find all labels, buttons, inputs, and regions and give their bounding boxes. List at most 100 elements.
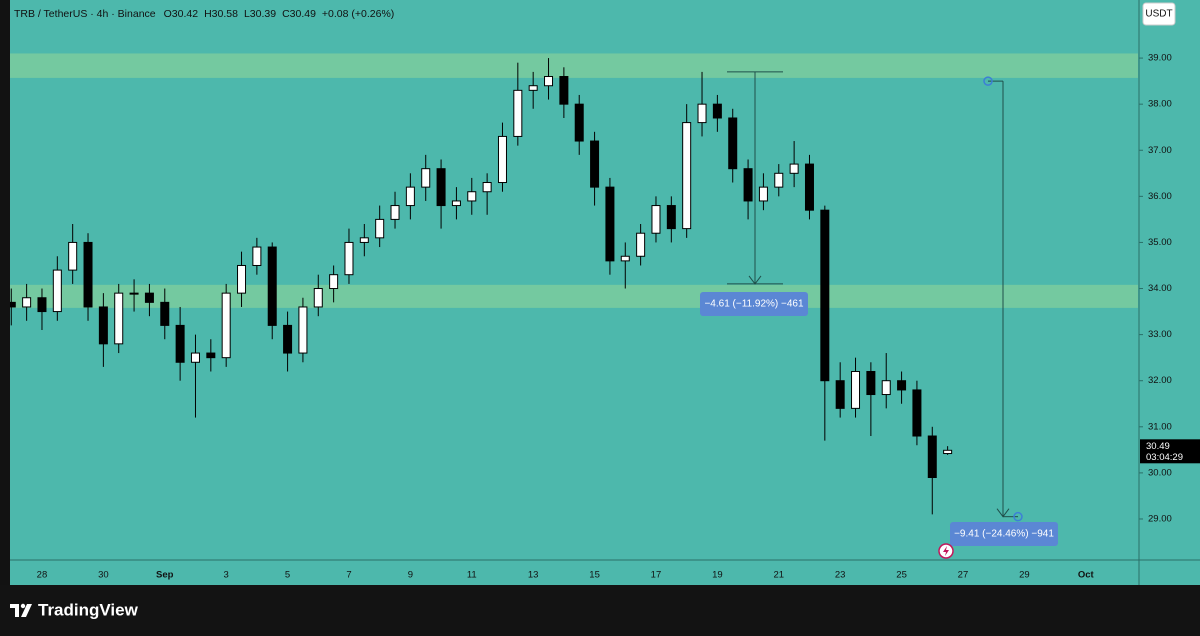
candle-body [743,168,753,202]
y-tick-label: 29.00 [1148,513,1172,524]
ohlc-label: L30.39 [244,8,276,20]
candle-body [943,449,953,455]
candle-body [897,380,907,391]
symbol-title: TRB / TetherUS · 4h · Binance [14,8,156,20]
candle-body [682,122,692,230]
candle-body [405,186,415,207]
candle-body [421,168,431,188]
x-tick-label: 3 [224,570,229,581]
candle-body [912,389,922,437]
candle-body [22,297,32,308]
candle-body [359,237,369,243]
candle-body [98,306,108,345]
candle-body [851,370,861,409]
countdown-label: 03:04:29 [1146,452,1183,463]
measure-label-box [950,522,1058,546]
x-tick-label: 25 [896,570,907,581]
brand-name: TradingView [38,600,139,619]
x-tick-label: 7 [346,570,351,581]
candle-body [758,186,768,202]
measure-label: −4.61 (−11.92%) −461 [704,299,803,310]
plot-area [10,53,1138,515]
y-tick-label: 30.00 [1148,467,1172,478]
currency-label[interactable]: USDT [1145,9,1172,20]
candle-body [528,85,538,91]
x-tick-label: 15 [589,570,600,581]
x-tick-label: Sep [156,570,174,581]
measure-arrow [748,275,762,285]
tradingview-logo [10,603,32,617]
candle-body [344,241,354,276]
x-tick-label: 23 [835,570,846,581]
candle-body [666,205,676,230]
y-tick-label: 34.00 [1148,283,1172,294]
candle-body [237,264,247,294]
candle-body [267,246,277,326]
candle-body [129,292,139,295]
measure-handle [983,76,993,86]
ohlc-label: C30.49 [282,8,316,20]
event-icon-bolt [943,546,949,556]
candle-body [866,370,876,396]
footer [0,585,1200,636]
candle-body [712,103,722,119]
currency-button[interactable] [1142,2,1176,26]
candle-body [252,246,262,266]
candle-body [436,168,446,207]
ohlc-label: H30.58 [204,8,238,20]
measure-label: −9.41 (−24.46%) −941 [954,529,1054,540]
candle-body [83,241,93,308]
candle-body [774,172,784,188]
measure-arrow [996,508,1010,518]
candle-body [927,435,937,478]
candle-body [881,380,891,396]
candle-body [804,163,814,211]
x-tick-label: 27 [958,570,969,581]
candle-body [10,301,16,308]
change-label: +0.08 (+0.26%) [322,8,394,20]
candle-body [52,269,62,313]
candle-body [620,255,630,262]
x-tick-label: 19 [712,570,723,581]
x-tick-label: 28 [37,570,48,581]
x-tick-label: 9 [408,570,413,581]
y-tick-label: 32.00 [1148,375,1172,386]
zone [10,284,1138,308]
candle-body [605,186,615,262]
candle-body [513,89,523,137]
candle-body [574,103,584,142]
last-price-label: 30.49 [1146,441,1170,452]
candle-body [835,380,845,409]
overlay: −4.61 (−11.92%) −461 −9.41 (−24.46%) −941 [700,71,1058,559]
candle-body [37,297,47,313]
y-tick-label: 35.00 [1148,237,1172,248]
candle-body [221,292,231,359]
y-tick-label: 38.00 [1148,99,1172,110]
candle-body [544,76,554,87]
candle-body [190,352,200,363]
x-tick-label: 29 [1019,570,1030,581]
candle-body [283,324,293,354]
candle-body [467,191,477,202]
candle-body [697,103,707,124]
y-tick-label: 31.00 [1148,421,1172,432]
candle-body [789,163,799,174]
candle-body [160,301,170,326]
measure-handle [1013,511,1023,522]
candle-body [820,209,830,382]
candle-body [206,352,216,359]
x-tick-label: 5 [285,570,290,581]
candle-body [590,140,600,188]
y-tick-label: 39.00 [1148,53,1172,64]
last-price-box [1140,439,1200,464]
candle-body [329,274,339,290]
candle-body [175,324,185,363]
candle-body [451,200,461,207]
x-tick-label: 17 [651,570,662,581]
candle-body [482,182,492,193]
candle-body [375,218,385,239]
candle-body [559,76,569,105]
measure-label-box [700,292,808,316]
ohlc-label: O30.42 [164,8,199,20]
